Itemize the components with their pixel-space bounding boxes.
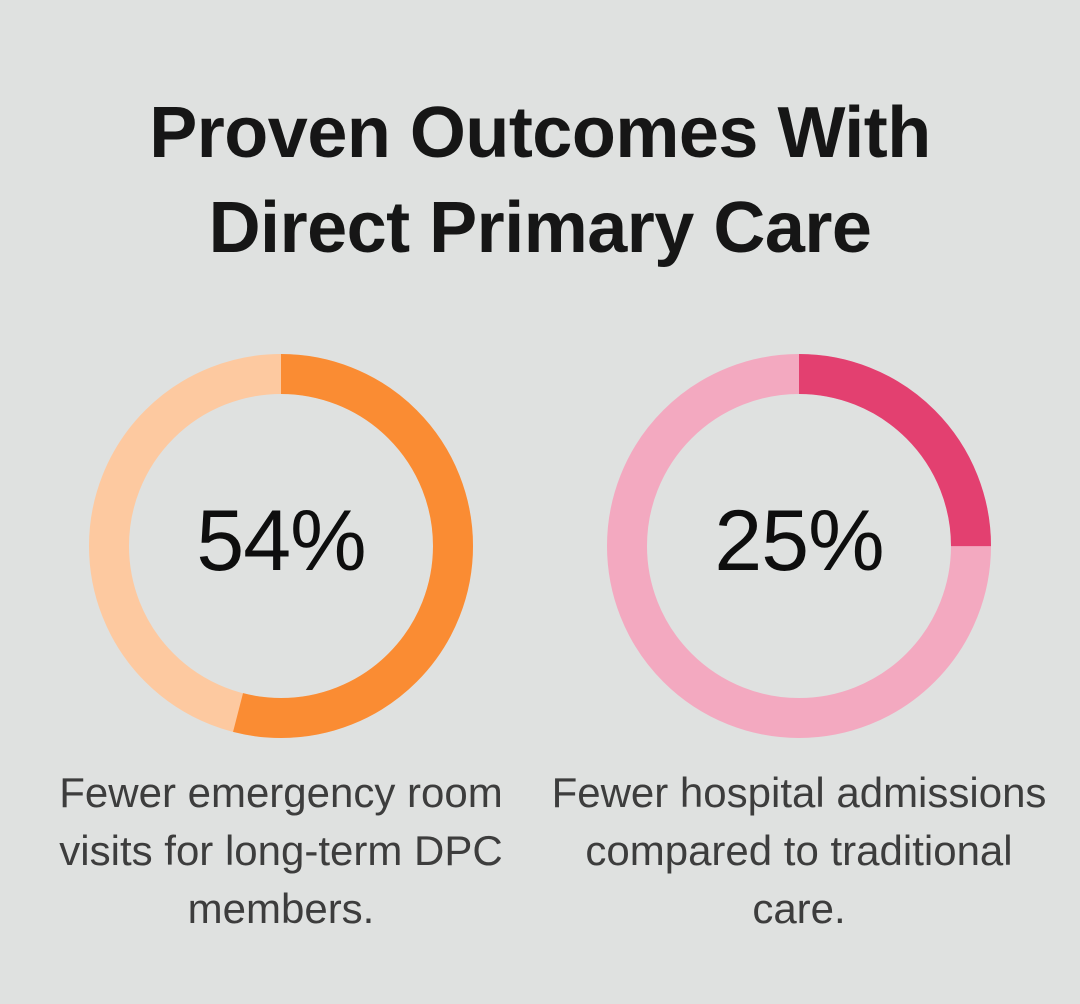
donut-value-arc	[89, 354, 473, 738]
caption-line: visits for long-term DPC	[59, 827, 503, 874]
donut-svg	[89, 354, 473, 738]
donut-chart-er-visits: 54% Fewer emergency room visits for long…	[46, 354, 516, 938]
donut-percent-label: 25%	[714, 492, 884, 589]
caption-line: care.	[752, 885, 846, 932]
caption-line: members.	[187, 885, 375, 932]
page-title: Proven Outcomes With Direct Primary Care	[0, 0, 1080, 276]
caption-line: Fewer emergency room	[59, 769, 503, 816]
donut-svg	[607, 354, 991, 738]
page-title-line-2: Direct Primary Care	[208, 188, 872, 268]
caption-line: compared to traditional	[585, 827, 1013, 874]
donut-value-arc	[607, 354, 991, 738]
donut-percent-label: 54%	[196, 492, 366, 589]
donut-ring-hospital-admissions: 25%	[607, 354, 991, 738]
caption-line: Fewer hospital admissions	[551, 769, 1047, 816]
charts-row: 54% Fewer emergency room visits for long…	[0, 354, 1080, 938]
donut-ring-er-visits: 54%	[89, 354, 473, 738]
chart-caption: Fewer emergency room visits for long-ter…	[59, 764, 502, 938]
page-title-line-1: Proven Outcomes With	[149, 93, 931, 173]
chart-caption: Fewer hospital admissions compared to tr…	[552, 764, 1047, 938]
donut-chart-hospital-admissions: 25% Fewer hospital admissions compared t…	[552, 354, 1046, 938]
